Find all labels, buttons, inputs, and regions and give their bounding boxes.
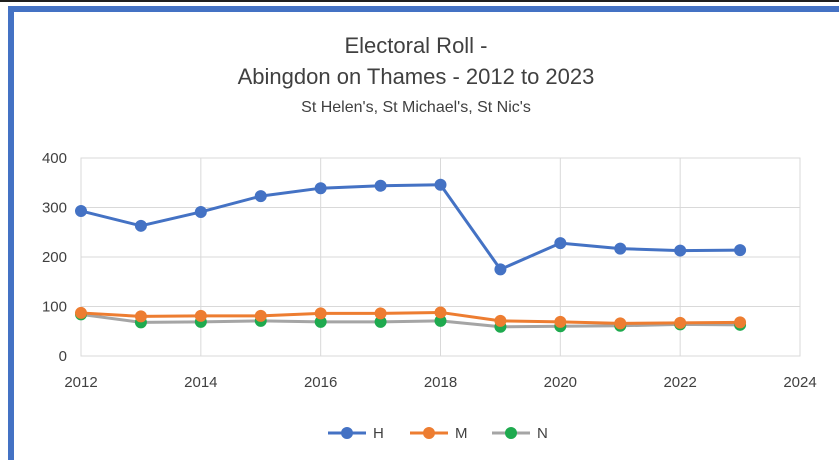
data-point-M xyxy=(194,309,207,322)
legend-marker-N xyxy=(505,427,517,439)
chart-frame xyxy=(8,6,839,460)
data-point-M xyxy=(434,306,447,319)
x-tick-label: 2020 xyxy=(544,374,577,391)
legend-marker-M xyxy=(423,427,435,439)
data-point-M xyxy=(494,314,507,327)
data-point-M xyxy=(254,309,267,322)
data-point-H xyxy=(434,178,447,191)
data-point-M xyxy=(614,317,627,330)
data-point-H xyxy=(254,190,267,203)
data-point-H xyxy=(734,244,747,257)
x-tick-label: 2016 xyxy=(304,374,337,391)
series-line-H xyxy=(79,183,742,271)
legend-label-N: N xyxy=(537,425,548,442)
y-tick-label: 100 xyxy=(42,299,67,316)
x-tick-label: 2024 xyxy=(783,374,816,391)
x-tick-label: 2012 xyxy=(64,374,97,391)
data-point-M xyxy=(734,316,747,329)
series-line-N xyxy=(79,312,742,329)
legend-label-H: H xyxy=(373,425,384,442)
data-point-H xyxy=(554,237,567,250)
data-point-M xyxy=(314,307,327,320)
data-point-H xyxy=(134,219,147,232)
legend-label-M: M xyxy=(455,425,468,442)
y-tick-label: 400 xyxy=(42,150,67,167)
series-line-M xyxy=(79,310,742,325)
data-point-M xyxy=(554,315,567,328)
data-point-H xyxy=(674,244,687,257)
data-point-H xyxy=(75,204,87,217)
x-tick-label: 2014 xyxy=(184,374,217,391)
legend-marker-H xyxy=(341,427,353,439)
data-point-M xyxy=(134,310,147,323)
y-tick-label: 0 xyxy=(59,348,67,365)
data-point-H xyxy=(614,242,627,255)
data-point-H xyxy=(314,182,327,195)
data-point-M xyxy=(374,307,387,320)
data-point-H xyxy=(194,205,207,218)
chart-title: Electoral Roll - xyxy=(344,33,488,58)
x-tick-label: 2022 xyxy=(663,374,696,391)
top-border-line xyxy=(0,0,839,2)
x-tick-label: 2018 xyxy=(424,374,457,391)
data-point-M xyxy=(75,306,87,319)
y-tick-label: 300 xyxy=(42,200,67,217)
y-tick-label: 200 xyxy=(42,249,67,266)
chart-title-line2: Abingdon on Thames - 2012 to 2023 xyxy=(237,64,595,89)
data-point-H xyxy=(494,263,507,276)
data-point-H xyxy=(374,179,387,192)
data-point-M xyxy=(674,316,687,329)
chart-subtitle: St Helen's, St Michael's, St Nic's xyxy=(301,99,531,116)
